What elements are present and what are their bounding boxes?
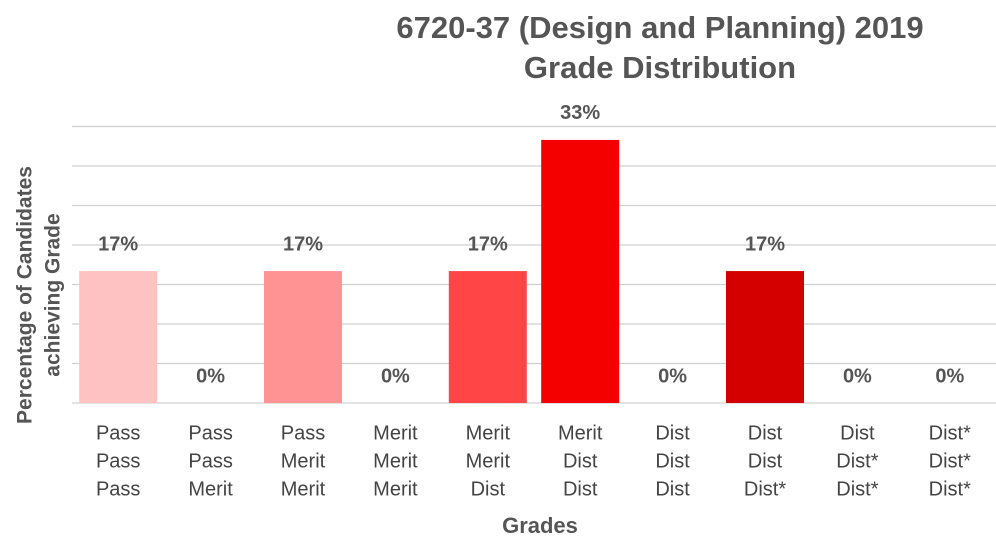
x-tick-label: Dist: [655, 478, 690, 500]
x-axis-label: Grades: [502, 513, 578, 538]
x-tick-label: Dist*: [836, 450, 878, 472]
x-tick-label: Dist: [471, 478, 506, 500]
data-label: 0%: [381, 365, 410, 387]
x-tick-label: Dist: [655, 450, 690, 472]
data-label: 0%: [658, 365, 687, 387]
bar: [541, 139, 620, 403]
x-tick-label: Dist: [563, 450, 598, 472]
x-tick-label: Merit: [281, 478, 326, 500]
x-tick-label: Merit: [281, 450, 326, 472]
y-axis-label: achieving Grade: [42, 213, 65, 376]
x-tick-label: Merit: [373, 450, 418, 472]
x-tick-label: Merit: [558, 422, 603, 444]
data-label: 17%: [283, 233, 323, 255]
data-label: 17%: [745, 233, 785, 255]
data-label: 17%: [98, 233, 138, 255]
x-tick-label: Merit: [466, 422, 511, 444]
bar: [264, 271, 342, 403]
data-label: 0%: [935, 365, 964, 387]
x-tick-label: Pass: [96, 450, 140, 472]
data-label: 0%: [196, 365, 225, 387]
x-tick-label: Pass: [96, 422, 140, 444]
x-tick-label: Dist*: [744, 478, 786, 500]
y-axis-label: Percentage of Candidates: [14, 166, 37, 424]
chart-title: 6720-37 (Design and Planning) 2019: [396, 10, 923, 45]
chart-title: Grade Distribution: [524, 50, 796, 85]
x-tick-label: Pass: [188, 422, 232, 444]
bar: [726, 271, 804, 403]
x-tick-label: Dist: [748, 450, 783, 472]
data-label: 33%: [560, 102, 600, 124]
x-tick-label: Pass: [281, 422, 325, 444]
x-tick-label: Merit: [188, 478, 233, 500]
x-tick-label: Merit: [373, 422, 418, 444]
x-tick-label: Dist*: [929, 478, 971, 500]
x-tick-label: Dist*: [929, 450, 971, 472]
x-tick-label: Merit: [373, 478, 418, 500]
x-tick-label: Dist: [840, 422, 875, 444]
x-tick-label: Dist: [563, 478, 598, 500]
x-tick-label: Pass: [96, 478, 140, 500]
x-tick-label: Dist*: [929, 422, 971, 444]
x-tick-label: Merit: [466, 450, 511, 472]
bar: [448, 271, 527, 403]
x-tick-label: Dist: [748, 422, 783, 444]
x-tick-label: Pass: [188, 450, 232, 472]
data-label: 0%: [843, 365, 872, 387]
x-tick-label: Dist: [655, 422, 690, 444]
x-tick-label: Dist*: [836, 478, 878, 500]
bar: [79, 271, 158, 403]
data-label: 17%: [468, 233, 508, 255]
